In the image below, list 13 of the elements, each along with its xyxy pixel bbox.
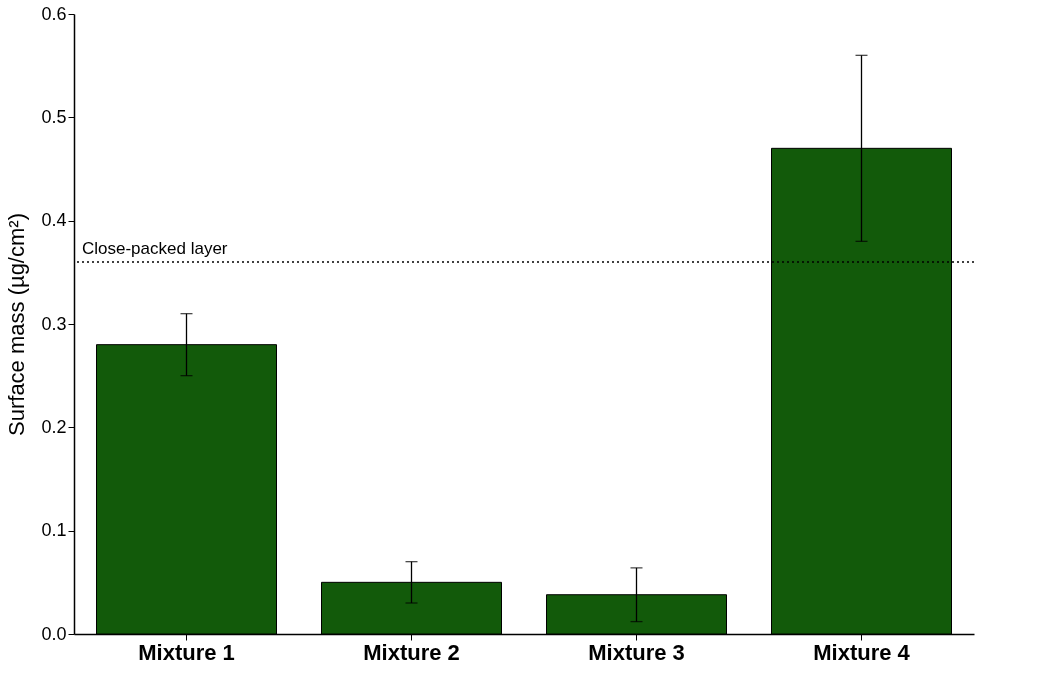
ref-line-label: Close-packed layer bbox=[82, 239, 228, 258]
y-tick-label: 0.6 bbox=[41, 3, 67, 24]
y-tick-label: 0.3 bbox=[41, 313, 67, 334]
y-tick-label: 0.5 bbox=[41, 106, 67, 127]
x-tick-label: Mixture 3 bbox=[588, 639, 685, 665]
x-tick-label: Mixture 2 bbox=[363, 639, 460, 665]
x-tick-label: Mixture 4 bbox=[813, 639, 911, 665]
y-axis-title: Surface mass (µg/cm²) bbox=[4, 213, 30, 436]
y-tick-label: 0.4 bbox=[41, 210, 67, 231]
x-tick-label: Mixture 1 bbox=[138, 639, 235, 665]
y-tick-label: 0.1 bbox=[41, 520, 67, 541]
y-tick-label: 0.2 bbox=[41, 416, 67, 437]
y-tick-label: 0.0 bbox=[41, 623, 67, 644]
